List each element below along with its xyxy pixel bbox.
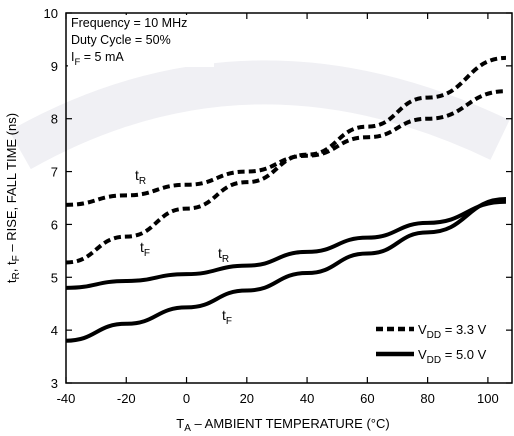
- y-tick-label: 6: [51, 217, 58, 232]
- y-axis-label: tR, tF – RISE, FALL TIME (ns): [4, 113, 22, 283]
- curve-label-tr-5v0: tR: [218, 245, 229, 265]
- x-tick-label: 40: [300, 391, 314, 406]
- x-tick-label: -40: [57, 391, 76, 406]
- x-tick-label: 20: [240, 391, 254, 406]
- x-axis-label: TA – AMBIENT TEMPERATURE (°C): [176, 416, 389, 434]
- x-axis-ticks: -40 -20 0 20 40 60 80 100: [57, 13, 499, 406]
- legend: VDD = 3.3 V VDD = 5.0 V: [376, 322, 487, 366]
- curve-label-tf-3v3: tF: [140, 239, 150, 259]
- series-line-tf50: [65, 197, 507, 343]
- y-tick-label: 7: [51, 165, 58, 180]
- series-line-tr50: [65, 199, 506, 290]
- curve-label-tf-5v0: tF: [222, 307, 232, 327]
- y-tick-label: 9: [51, 59, 58, 74]
- y-tick-label: 8: [51, 112, 58, 127]
- x-tick-label: 80: [420, 391, 434, 406]
- y-tick-label: 10: [44, 6, 58, 21]
- x-tick-label: 100: [477, 391, 499, 406]
- background-watermark: [9, 60, 510, 170]
- y-tick-label: 4: [51, 323, 58, 338]
- x-tick-label: 0: [183, 391, 190, 406]
- plot-frame: [65, 12, 513, 384]
- series-layer: [65, 55, 507, 343]
- x-tick-label: 60: [360, 391, 374, 406]
- forward-current-note: IF = 5 mA: [71, 50, 124, 68]
- curve-labels: tR tF tR tF: [135, 167, 232, 327]
- y-axis-ticks: 3 4 5 6 7 8 9 10: [44, 6, 512, 391]
- legend-label-3v3: VDD = 3.3 V: [418, 322, 487, 341]
- curve-label-tr-3v3: tR: [135, 167, 146, 187]
- y-tick-label: 5: [51, 270, 58, 285]
- legend-label-5v0: VDD = 5.0 V: [418, 347, 487, 366]
- conditions-box: [68, 15, 214, 67]
- frequency-note: Frequency = 10 MHz: [71, 16, 187, 30]
- y-tick-label: 3: [51, 376, 58, 391]
- series-line-tr33: [65, 89, 506, 207]
- x-tick-label: -20: [117, 391, 136, 406]
- series-line-tf33: [65, 55, 507, 265]
- duty-cycle-note: Duty Cycle = 50%: [71, 33, 171, 47]
